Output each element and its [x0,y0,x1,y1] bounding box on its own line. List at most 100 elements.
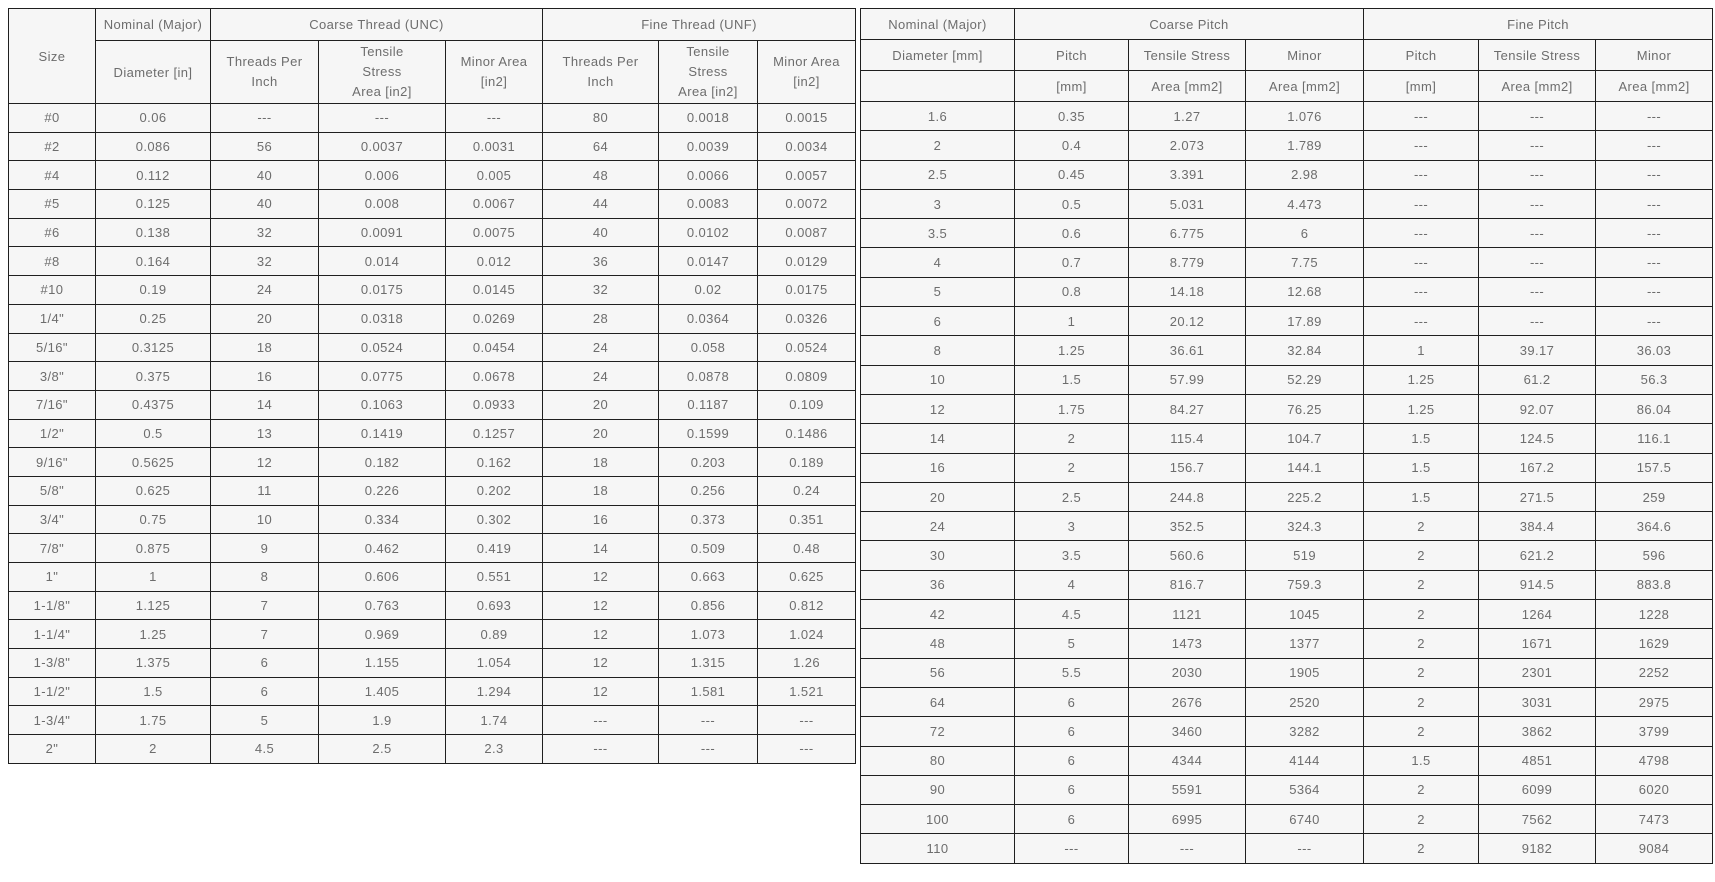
value-cell: 0.012 [445,246,543,277]
value-cell: 167.2 [1478,452,1597,483]
value-cell: 2030 [1128,657,1246,688]
value-cell: --- [1363,247,1480,278]
col-header-coarse-minor: Minor [1244,39,1365,71]
value-cell: 1.25 [1363,393,1480,425]
row-label-cell: 1-1/8" [8,590,96,621]
value-cell: 1 [1014,306,1129,337]
col-header-diameter-mm: Diameter [mm] [860,39,1015,71]
value-cell: --- [1595,218,1714,249]
value-cell: 6099 [1478,774,1597,806]
value-cell: 364.6 [1595,511,1714,542]
value-cell: 80 [542,103,659,133]
value-cell: 0.334 [318,504,446,535]
value-cell: 2 [1363,599,1480,630]
value-cell: 14 [210,389,319,420]
value-cell: --- [1595,276,1714,308]
value-cell: 20 [542,389,659,420]
value-cell: --- [210,103,319,133]
value-cell: 1.125 [95,590,211,621]
value-cell: 14 [542,533,659,563]
value-cell: 0.663 [658,562,758,592]
value-cell: 0.02 [658,275,758,305]
value-cell: 5 [1014,628,1129,659]
value-cell: 2.073 [1128,130,1246,161]
row-label-cell: 3.5 [860,218,1015,249]
row-label-cell: 72 [860,716,1015,747]
value-cell: 0.1486 [756,418,857,449]
value-cell: 1.375 [95,648,211,678]
value-cell: --- [1595,306,1714,337]
value-cell: 4344 [1128,745,1246,776]
value-cell: 6 [1014,774,1129,806]
value-cell: 36 [542,246,659,277]
table-row: #8 0.164 32 0.014 0.012 36 0.0147 0.0129 [8,246,857,277]
value-cell: 1.521 [756,676,857,707]
value-cell: 2 [1014,423,1129,454]
value-cell: 6.775 [1128,218,1246,249]
value-cell: 0.0775 [318,361,446,391]
value-cell: 0.462 [318,533,446,563]
table-row: 48 5 1473 1377 2 1671 1629 [860,628,1714,659]
value-cell: 1.294 [445,676,543,707]
value-cell: 11 [210,475,319,506]
table-row: 80 6 4344 4144 1.5 4851 4798 [860,745,1714,776]
value-cell: 1.789 [1244,130,1365,161]
value-cell: 32 [210,246,319,277]
table-row: 5/8" 0.625 11 0.226 0.202 18 0.256 0.24 [8,475,857,506]
value-cell: 2252 [1595,657,1714,688]
value-cell: 1.581 [658,676,758,707]
row-label-cell: 48 [860,628,1015,659]
value-cell: 24 [210,275,319,305]
value-cell: 0.0067 [445,189,543,219]
value-cell: 0.256 [658,475,758,506]
value-cell: 0.302 [445,504,543,535]
value-cell: 2676 [1128,686,1246,718]
value-cell: 2 [1363,511,1480,542]
table-row: 1/2" 0.5 13 0.1419 0.1257 20 0.1599 0.1486 [8,418,857,449]
value-cell: 0.0524 [756,332,857,363]
value-cell: 519 [1244,540,1365,571]
value-cell: 0.0102 [658,217,758,248]
value-cell: 0.551 [445,562,543,592]
value-cell: 7.75 [1244,247,1365,278]
value-cell: 28 [542,303,659,334]
value-cell: 0.008 [318,189,446,219]
value-cell: 0.0175 [756,275,857,305]
value-cell: 61.2 [1478,364,1597,395]
col-header-fine-tensile-area-unit: Area [mm2] [1478,70,1597,102]
row-label-cell: 100 [860,804,1015,835]
value-cell: 6 [1014,804,1129,835]
value-cell: --- [1478,159,1597,190]
value-cell: 0.125 [95,189,211,219]
row-label-cell: 20 [860,481,1015,513]
value-cell: 0.8 [1014,276,1129,308]
value-cell: 0.058 [658,332,758,363]
col-header-coarse-tensile-area-unit: Area [mm2] [1128,70,1246,102]
value-cell: 0.0034 [756,131,857,162]
value-cell: 39.17 [1478,335,1597,366]
value-cell: 1671 [1478,628,1597,659]
value-cell: 32 [210,217,319,248]
value-cell: 2301 [1478,657,1597,688]
row-label-cell: 110 [860,833,1015,864]
value-cell: 10 [210,504,319,535]
col-header-nominal-major: Nominal (Major) [95,8,211,41]
value-cell: 1 [1363,335,1480,366]
value-cell: 2 [1363,804,1480,835]
table-row: 3 0.5 5.031 4.473 --- --- --- [860,188,1714,220]
value-cell: --- [1595,100,1714,132]
table-row: 1/4" 0.25 20 0.0318 0.0269 28 0.0364 0.0326 [8,303,857,334]
row-label-cell: #8 [8,246,96,277]
value-cell: 16 [210,361,319,391]
table-row: 8 1.25 36.61 32.84 1 39.17 36.03 [860,335,1714,366]
value-cell: 1.25 [95,619,211,650]
value-cell: 1.024 [756,619,857,650]
table-row: 56 5.5 2030 1905 2 2301 2252 [860,657,1714,688]
value-cell: 244.8 [1128,481,1246,513]
value-cell: --- [1478,188,1597,220]
value-cell: 5591 [1128,774,1246,806]
table-row: 4 0.7 8.779 7.75 --- --- --- [860,247,1714,278]
value-cell: 20 [210,303,319,334]
value-cell: 0.509 [658,533,758,563]
value-cell: 6020 [1595,774,1714,806]
